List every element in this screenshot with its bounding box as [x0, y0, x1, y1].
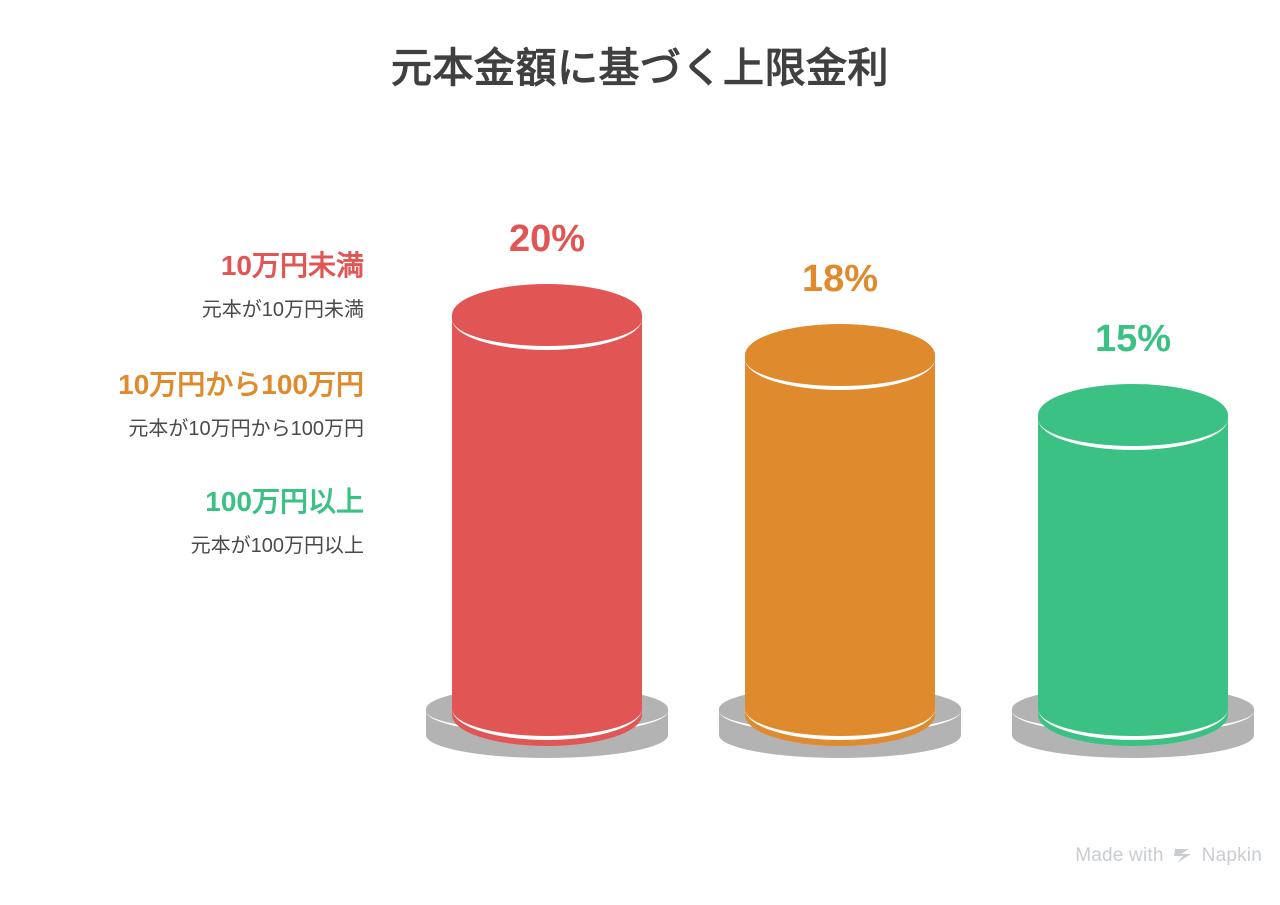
legend-subtitle: 元本が10万円から100万円 — [128, 418, 364, 440]
legend-subtitle: 元本が10万円未満 — [201, 299, 364, 321]
bar-3[interactable]: 15% — [986, 120, 1279, 800]
watermark-label: Made with — [1075, 845, 1164, 866]
cylinder-top-highlight-line — [1037, 388, 1228, 450]
bar-chart-plot-area: 20% 18% 15% — [400, 120, 1280, 800]
legend-item-under-100k[interactable]: 10万円未満 元本が10万円未満 — [0, 248, 378, 323]
chart-legend: 10万円未満 元本が10万円未満 10万円から100万円 元本が10万円から10… — [0, 248, 378, 559]
legend-item-over-1m[interactable]: 100万円以上 元本が100万円以上 — [0, 484, 378, 559]
cylinder-bottom-highlight-line — [744, 678, 935, 740]
page-title: 元本金額に基づく上限金利 — [391, 45, 889, 91]
legend-heading: 10万円から100万円 — [118, 369, 364, 400]
bar-value-label: 18% — [801, 258, 879, 300]
bar-2[interactable]: 18% — [693, 120, 986, 800]
bar-value-label: 20% — [508, 218, 586, 260]
bar-cylinder[interactable] — [451, 284, 642, 746]
bar-cylinder[interactable] — [1037, 384, 1228, 746]
bar-cylinder[interactable] — [744, 324, 935, 746]
watermark-brand: Napkin — [1201, 845, 1262, 866]
cylinder-body — [451, 315, 642, 715]
legend-item-100k-to-1m[interactable]: 10万円から100万円 元本が10万円から100万円 — [0, 367, 378, 442]
cylinder-bottom-highlight-line — [451, 678, 642, 740]
cylinder-body — [744, 355, 935, 715]
cylinder-top-highlight-line — [744, 328, 935, 390]
napkin-watermark: Made with Napkin — [1075, 845, 1262, 867]
napkin-logo-icon — [1172, 846, 1194, 866]
cylinder-bottom-highlight-line — [1037, 678, 1228, 740]
cylinder-body — [1037, 415, 1228, 715]
bar-1[interactable]: 20% — [400, 120, 693, 800]
bar-value-label: 15% — [1094, 318, 1172, 360]
cylinder-top-highlight-line — [451, 288, 642, 350]
legend-heading: 10万円未満 — [220, 250, 364, 281]
legend-heading: 100万円以上 — [205, 486, 364, 517]
legend-subtitle: 元本が100万円以上 — [190, 535, 364, 557]
